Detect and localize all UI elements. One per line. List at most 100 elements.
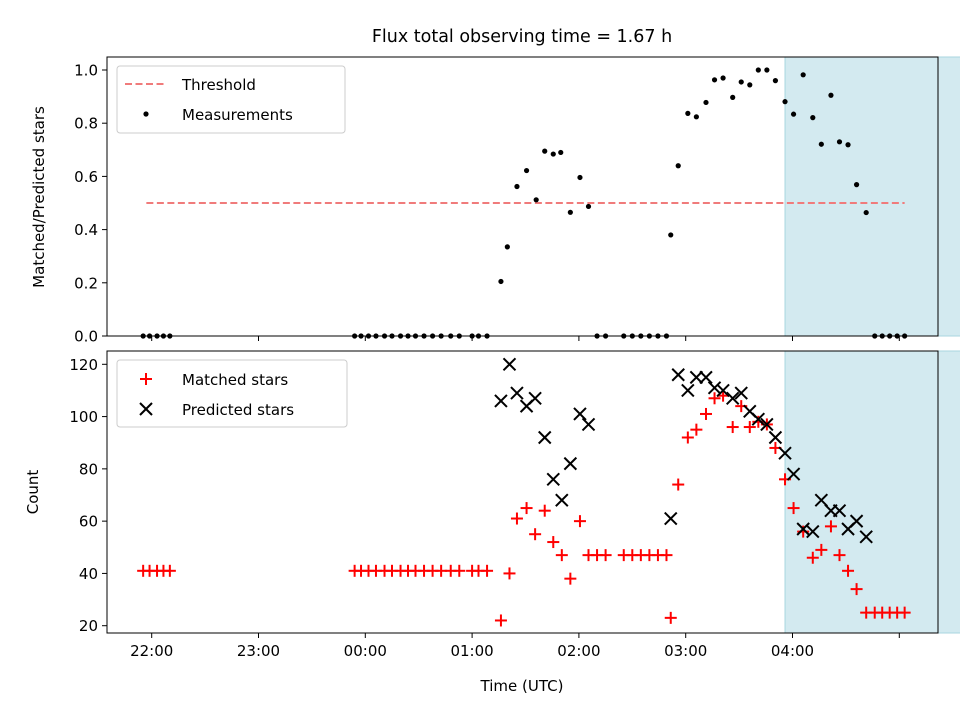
- predicted-star-point: [806, 524, 820, 539]
- predicted-star-point: [699, 370, 713, 385]
- matched-star-point: [599, 549, 612, 562]
- bottom-y-axis-label: Count: [24, 470, 42, 515]
- top-y-axis-label: Matched/Predicted stars: [30, 106, 48, 288]
- bot-x-tick: 04:00: [771, 633, 814, 660]
- top-panel: 0.0 0.2 0.4 0.6 0.8 1.0 Matched/Predicted sta…: [30, 56, 960, 346]
- measurement-point: [685, 110, 691, 116]
- matched-star-point: [453, 564, 466, 577]
- predicted-star-point: [538, 430, 552, 445]
- predicted-star-point: [707, 381, 722, 395]
- bot-x-tick-label: 01:00: [450, 642, 493, 660]
- measurement-point: [585, 203, 592, 210]
- measurement-point: [675, 163, 681, 169]
- measurement-point: [755, 67, 761, 73]
- matched-star-point: [743, 421, 756, 434]
- bot-x-tick-label: 04:00: [771, 642, 814, 660]
- predicted-star-point: [796, 522, 810, 536]
- measurement-point: [498, 278, 504, 285]
- matched-star-point: [850, 583, 863, 596]
- matched-star-point: [547, 536, 560, 549]
- legend-threshold-label: Threshold: [181, 76, 256, 94]
- bot-x-tick-label: 03:00: [664, 642, 707, 660]
- bot-y-tick: 120: [69, 356, 107, 374]
- predicted-star-point: [502, 357, 517, 372]
- predicted-star-point: [778, 446, 792, 460]
- bot-x-tick-label: 00:00: [344, 642, 387, 660]
- measurement-point: [668, 232, 674, 238]
- bot-highlight-span: [784, 350, 960, 634]
- measurement-point: [764, 67, 770, 73]
- top-y-tick-label: 0.8: [74, 115, 98, 133]
- measurement-point: [730, 94, 736, 100]
- predicted-star-point: [563, 456, 578, 471]
- matched-star-point: [815, 543, 828, 556]
- top-y-tick-label: 0.0: [74, 328, 98, 346]
- legend-measurements-swatch: [143, 111, 149, 117]
- top-y-tick-label: 0.6: [74, 168, 98, 186]
- measurement-point: [828, 92, 834, 98]
- top-y-tick-label: 1.0: [74, 62, 98, 80]
- measurement-point: [800, 72, 806, 78]
- matched-star-point: [708, 392, 721, 405]
- bot-y-tick: 100: [69, 408, 107, 426]
- predicted-star-point: [689, 370, 704, 385]
- top-y-tick-label: 0.2: [74, 274, 98, 292]
- measurement-point: [790, 111, 797, 117]
- bot-x-tick: 22:00: [130, 633, 173, 660]
- matched-star-point: [690, 423, 703, 436]
- predicted-star-point: [814, 493, 829, 507]
- matched-star-point: [163, 564, 176, 577]
- matched-star-point: [681, 431, 694, 444]
- measurement-point: [810, 115, 816, 121]
- top-highlight-span: [784, 56, 960, 337]
- top-y-tick: 0.0: [74, 328, 107, 346]
- matched-star-point: [529, 528, 542, 541]
- measurement-point: [782, 99, 788, 105]
- predicted-star-point: [555, 493, 569, 507]
- bot-x-tick-label: 02:00: [557, 642, 600, 660]
- bot-y-tick: 60: [79, 513, 107, 531]
- bottom-panel: 20 40 60 80 100 120 22:00 23:00 00:00 01:00 02:00…: [24, 350, 960, 695]
- predicted-star-point: [760, 417, 774, 432]
- measurement-point: [863, 209, 869, 216]
- matched-star-point: [660, 549, 673, 562]
- bot-y-tick-label: 20: [79, 617, 98, 635]
- bot-x-tick: 00:00: [344, 633, 387, 660]
- matched-star-point: [555, 549, 568, 562]
- matched-star-point: [520, 502, 533, 515]
- top-axes-frame: [106, 56, 939, 337]
- measurement-point: [747, 82, 753, 88]
- predicted-star-point: [716, 383, 730, 398]
- predicted-star-point: [751, 412, 766, 426]
- matched-star-point: [806, 551, 819, 564]
- measurement-point: [567, 209, 573, 215]
- top-y-tick: 0.6: [74, 168, 107, 186]
- bot-x-tick: 02:00: [557, 633, 601, 660]
- legend-measurements-label: Measurements: [182, 106, 293, 124]
- predicted-star-point: [528, 391, 542, 405]
- measurement-point: [818, 141, 824, 147]
- matched-star-point: [538, 504, 551, 517]
- figure-title: Flux total observing time = 1.67 h: [372, 27, 672, 47]
- matched-star-point: [503, 567, 516, 580]
- matched-star-point: [672, 478, 685, 491]
- matched-star-point: [573, 515, 586, 528]
- bot-y-tick: 20: [79, 617, 107, 635]
- matched-star-point: [699, 407, 712, 420]
- predicted-star-point: [681, 383, 695, 398]
- predicted-star-point: [546, 472, 560, 487]
- bot-y-tick-label: 120: [69, 356, 98, 374]
- measurement-point: [550, 151, 556, 157]
- measurement-point: [853, 182, 860, 188]
- predicted-star-point: [494, 394, 508, 408]
- bot-y-tick-label: 40: [79, 565, 98, 583]
- legend-matched-label: Matched stars: [182, 371, 288, 389]
- predicted-star-point: [859, 530, 873, 544]
- predicted-star-point: [671, 368, 685, 382]
- legend-predicted-swatch: [139, 402, 153, 416]
- bot-x-tick: 01:00: [450, 633, 494, 660]
- predicted-star-point: [510, 386, 524, 400]
- top-y-tick: 0.2: [74, 274, 107, 292]
- bot-y-tick: 40: [79, 565, 107, 583]
